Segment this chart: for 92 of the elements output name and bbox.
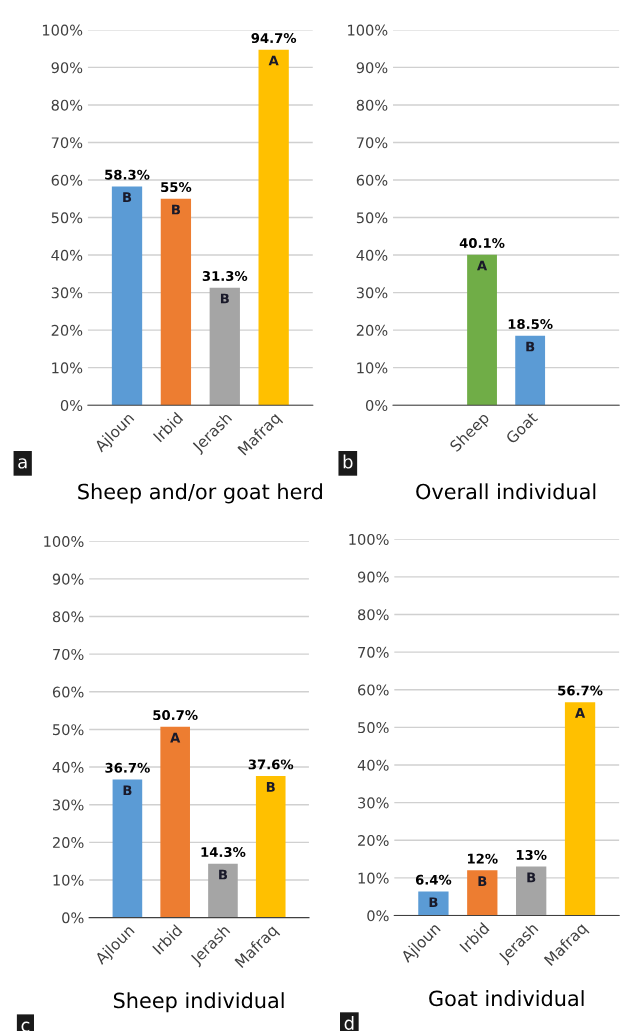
bar [418,891,449,916]
annotation: B [219,869,228,880]
data-label: 14.3% [201,847,246,858]
y-tick-label: 40% [52,761,84,773]
annotation: B [527,872,536,883]
y-tick-label: 50% [51,212,83,224]
text: Sheep and/or goat herd [78,483,322,504]
y-tick-label: 20% [358,834,389,847]
y-tick-label: 100% [349,533,389,545]
y-tick-label: 10% [53,874,84,886]
text: Sheep individual [113,992,284,1013]
data-label: 13% [516,849,547,860]
y-tick-label: 60% [356,174,388,186]
y-tick-label: 80% [356,99,388,111]
annotation: B [478,876,487,886]
text: c [21,1021,30,1031]
bar [160,198,192,406]
y-tick-label: 70% [53,648,84,660]
y-tick-label: 10% [358,872,389,884]
y-tick-label: 0% [60,399,83,411]
y-tick-label: 30% [53,799,84,811]
bar [564,702,596,916]
y-tick-label: 70% [358,646,389,658]
data-label: 31.3% [202,271,248,281]
annotation: B [172,204,180,215]
y-tick-label: 100% [348,24,388,36]
annotation: B [266,782,275,792]
y-tick-label: 80% [358,609,389,621]
data-label: 6.4% [415,874,452,885]
annotation: A [170,732,181,743]
annotation: B [123,785,132,796]
y-tick-label: 80% [51,99,83,111]
data-label: 37.6% [248,759,294,770]
y-tick-label: 20% [356,324,388,336]
text: d [344,1015,354,1030]
bar [208,863,238,918]
bar [112,779,143,918]
y-tick-label: 50% [356,212,388,224]
y-tick-label: 40% [357,759,389,771]
y-tick-label: 100% [44,535,84,548]
y-tick-label: 70% [356,137,388,149]
bar [467,870,498,916]
annotation: B [429,897,438,908]
text: Overall individual [416,483,596,500]
data-label: 94.7% [251,33,297,44]
text: a [18,458,27,469]
y-tick-label: 20% [51,324,83,336]
data-label: 55% [161,182,192,193]
y-tick-label: 10% [52,362,83,374]
bar [160,726,190,918]
annotation: B [220,293,229,304]
y-tick-label: 60% [52,686,84,698]
bar [516,866,547,916]
bar [209,287,240,406]
data-label: 56.7% [558,685,603,696]
y-tick-label: 10% [357,362,388,374]
data-label: 40.1% [459,237,505,248]
y-tick-label: 20% [52,837,84,849]
y-tick-label: 50% [358,722,389,734]
annotation: B [123,192,132,202]
y-tick-label: 60% [51,174,83,186]
y-tick-label: 80% [52,611,84,623]
y-tick-label: 30% [358,797,389,809]
y-tick-label: 90% [52,573,84,585]
y-tick-label: 40% [356,249,388,261]
y-tick-label: 90% [356,62,388,74]
annotation: A [575,708,586,718]
data-label: 12% [467,853,498,864]
text: b [343,454,353,469]
data-label: 18.5% [508,319,553,330]
y-tick-label: 40% [51,249,83,261]
annotation: B [526,341,535,352]
y-tick-label: 90% [357,571,389,583]
data-label: 58.3% [105,169,150,180]
text: Goat individual [429,990,584,1007]
y-tick-label: 50% [53,724,84,736]
annotation: A [477,260,488,271]
y-tick-label: 70% [51,137,83,149]
y-tick-label: 0% [62,912,84,924]
y-tick-label: 30% [51,287,83,299]
y-tick-label: 0% [367,910,389,922]
data-label: 50.7% [153,710,198,721]
y-tick-label: 90% [51,62,83,74]
bar [111,186,143,406]
bar [255,776,286,918]
y-tick-label: 100% [42,24,83,36]
y-tick-label: 60% [358,684,389,696]
annotation: A [268,55,279,66]
data-label: 36.7% [105,762,150,773]
y-tick-label: 0% [365,399,388,411]
bar [258,49,289,406]
y-tick-label: 30% [356,287,388,299]
